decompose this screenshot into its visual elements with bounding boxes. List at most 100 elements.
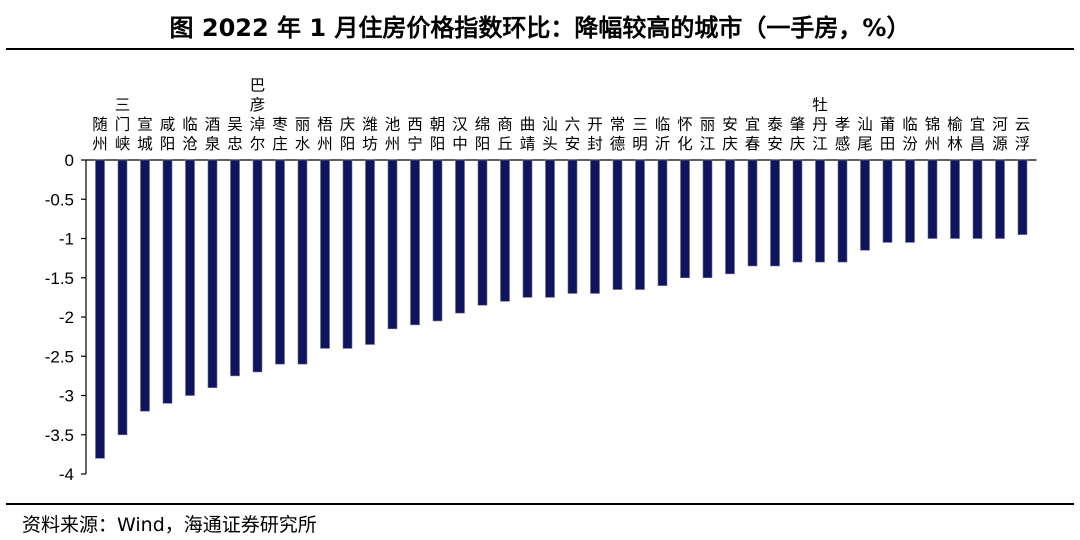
bar: [432, 159, 443, 322]
category-label: 三门峡: [115, 96, 131, 153]
bar: [545, 159, 555, 298]
bar: [725, 159, 735, 275]
y-axis: 0 -0.5 -1 -1.5 -2 -2.5 -3 -3.5 -4: [45, 151, 1037, 484]
y-tick-label: -2.5: [45, 347, 74, 366]
bar-series: [95, 159, 1028, 459]
y-tick-label: -1: [59, 230, 74, 249]
y-tick-label: -0.5: [45, 190, 74, 209]
y-tick-label: 0: [65, 151, 74, 170]
category-label: 临沧: [182, 116, 198, 154]
category-label: 云浮: [1015, 116, 1031, 154]
category-label: 池州: [385, 116, 401, 154]
bar: [95, 159, 105, 459]
category-label: 酒泉: [205, 116, 221, 154]
category-label: 梧州: [317, 116, 333, 154]
bar: [612, 159, 623, 290]
y-tick-label: -4: [59, 465, 74, 484]
bar: [680, 159, 690, 279]
category-label: 西宁: [407, 116, 423, 154]
bar: [162, 159, 173, 404]
category-label: 怀化: [677, 116, 693, 154]
category-label: 榆林: [947, 116, 963, 154]
category-label: 宣城: [137, 116, 153, 154]
bar: [207, 159, 218, 388]
bar: [792, 159, 803, 263]
y-tick-label: -3: [59, 387, 74, 406]
y-tick-label: -1.5: [45, 269, 74, 288]
category-label: 丽江: [700, 116, 716, 154]
category-label: 枣庄: [272, 116, 288, 154]
category-label: 肇庆: [790, 116, 806, 154]
category-label: 六安: [565, 116, 581, 154]
category-label: 泰安: [767, 116, 783, 154]
category-label: 临汾: [902, 116, 918, 154]
bar: [635, 159, 645, 290]
bar: [860, 159, 870, 251]
bar: [972, 159, 983, 239]
bar: [882, 159, 893, 243]
category-label: 宜春: [745, 116, 761, 154]
bar: [702, 159, 713, 279]
category-label: 潍坊: [362, 116, 378, 154]
bar: [837, 159, 848, 263]
bar: [815, 159, 825, 263]
bar: [522, 159, 533, 298]
bar-chart: 0 -0.5 -1 -1.5 -2 -2.5 -3 -3.5 -4 随州三门峡宣城咸阳临沧酒泉吴…: [45, 77, 1037, 484]
category-label: 汕头: [542, 116, 558, 154]
bar: [387, 159, 398, 330]
category-label: 安庆: [722, 116, 738, 154]
bar: [140, 159, 150, 412]
category-label: 宜昌: [970, 116, 986, 154]
bar: [657, 159, 668, 286]
bar: [455, 159, 465, 314]
bar: [590, 159, 600, 294]
category-label: 常德: [610, 116, 626, 154]
bar: [1017, 159, 1028, 235]
source-note: 资料来源：Wind，海通证券研究所: [22, 514, 317, 536]
bar: [567, 159, 578, 294]
category-labels: 随州三门峡宣城咸阳临沧酒泉吴忠巴彦淖尔枣庄丽水梧州庆阳潍坊池州西宁朝阳汉中绵阳商…: [92, 77, 1030, 154]
bottom-rule: [6, 503, 1074, 505]
category-label: 商丘: [497, 116, 513, 154]
y-tick-label: -3.5: [45, 426, 74, 445]
bar: [995, 159, 1005, 239]
bar: [927, 159, 938, 239]
bar: [185, 159, 195, 396]
bar: [905, 159, 915, 243]
category-label: 牡丹江: [812, 96, 828, 153]
category-label: 巴彦淖尔: [250, 77, 266, 154]
category-label: 汕尾: [857, 116, 873, 154]
bar: [320, 159, 330, 349]
category-label: 朝阳: [430, 116, 446, 154]
category-label: 临沂: [655, 116, 671, 154]
y-tick-label: -2: [59, 308, 74, 327]
category-label: 庆阳: [340, 116, 356, 154]
category-label: 开封: [587, 116, 603, 154]
bar: [500, 159, 510, 302]
category-label: 孝感: [835, 116, 851, 154]
category-label: 绵阳: [475, 116, 491, 154]
bar: [747, 159, 758, 267]
category-label: 丽水: [295, 116, 311, 154]
bar: [477, 159, 488, 306]
bar: [252, 159, 263, 373]
category-label: 吴忠: [227, 116, 243, 154]
category-label: 莆田: [880, 116, 896, 154]
bar: [770, 159, 780, 267]
category-label: 汉中: [452, 116, 468, 154]
bar: [275, 159, 285, 365]
bar: [410, 159, 420, 326]
bar: [342, 159, 353, 349]
bar: [950, 159, 960, 239]
bar: [230, 159, 240, 377]
bar: [297, 159, 308, 365]
top-rule: [6, 48, 1074, 50]
chart-title: 图 2022 年 1 月住房价格指数环比：降幅较高的城市（一手房，%）: [169, 14, 911, 42]
category-label: 曲靖: [520, 116, 536, 154]
bar: [117, 159, 128, 436]
category-label: 随州: [92, 116, 108, 154]
category-label: 三明: [632, 116, 648, 154]
category-label: 咸阳: [160, 116, 176, 154]
category-label: 锦州: [925, 116, 941, 154]
category-label: 河源: [992, 116, 1008, 154]
